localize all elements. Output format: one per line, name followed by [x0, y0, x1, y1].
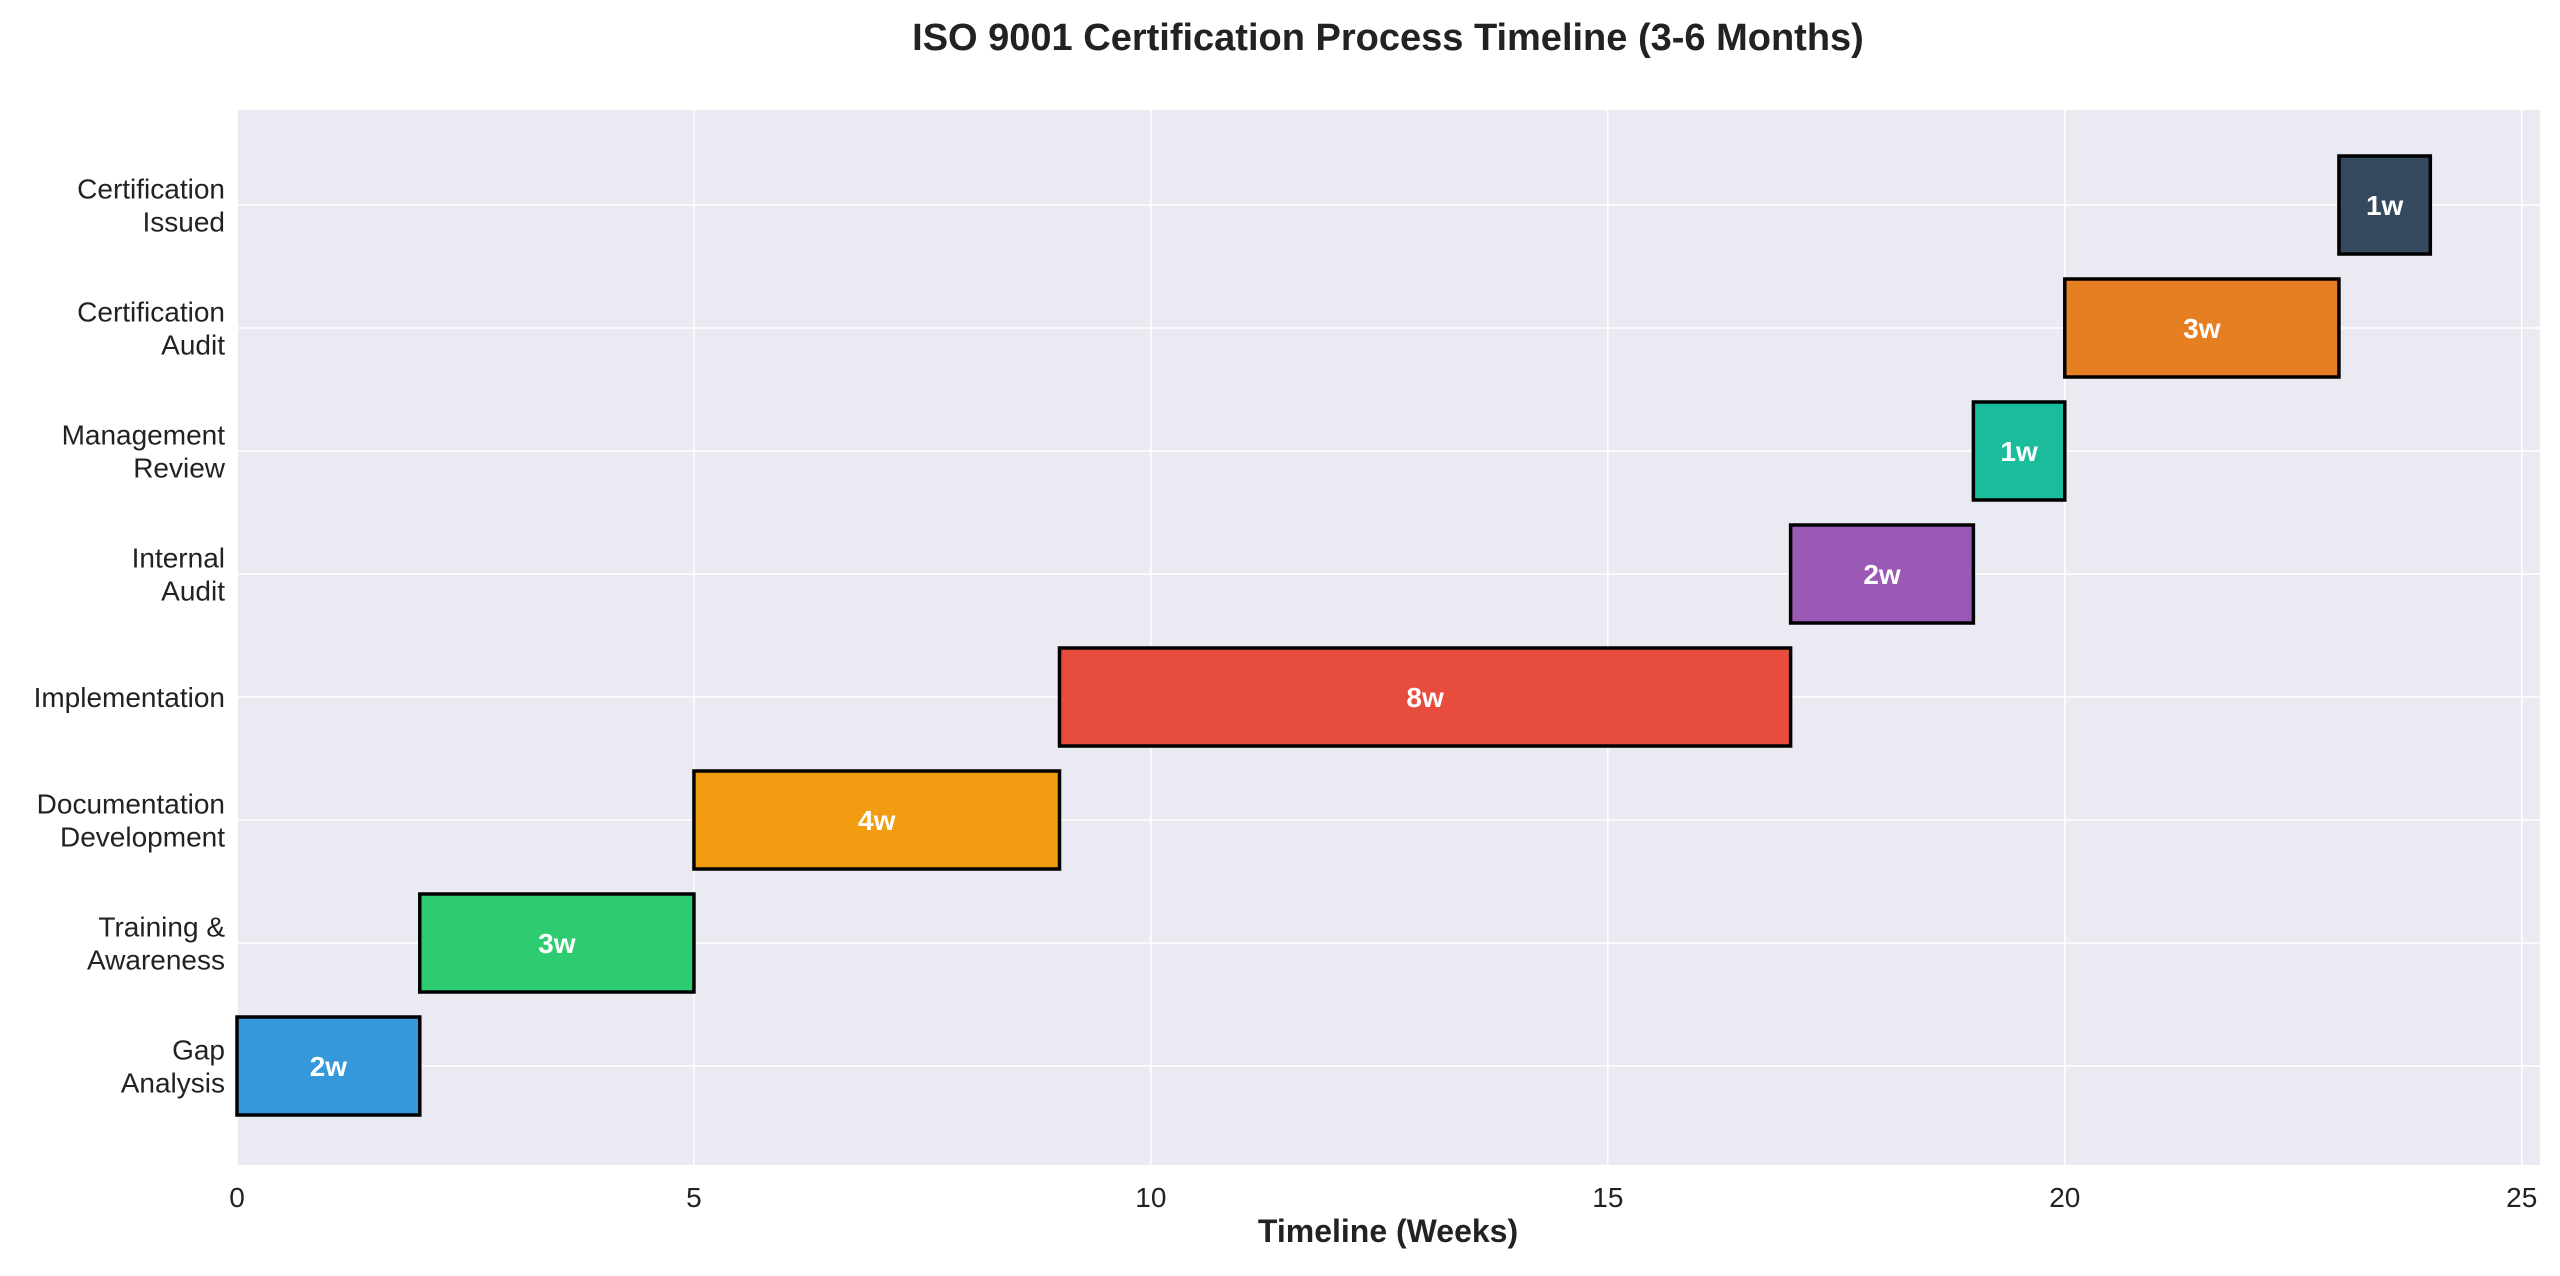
category-label: Audit — [161, 576, 225, 607]
x-axis-label: Timeline (Weeks) — [1258, 1213, 1518, 1249]
bar-duration-label: 4w — [858, 805, 896, 836]
category-label: Review — [133, 453, 226, 484]
category-label: Training & — [98, 912, 225, 943]
x-tick-label: 25 — [2506, 1182, 2537, 1213]
category-label: Issued — [143, 207, 226, 238]
bar-duration-label: 2w — [1863, 559, 1901, 590]
category-label: Development — [60, 822, 225, 853]
gantt-bar — [418, 892, 696, 994]
category-label: Management — [62, 420, 226, 451]
category-label: Awareness — [87, 945, 225, 976]
bar-duration-label: 1w — [2000, 436, 2038, 467]
gantt-bar — [1057, 646, 1793, 748]
category-label: Analysis — [121, 1068, 225, 1099]
category-label: Gap — [172, 1035, 225, 1066]
category-label: Certification — [77, 174, 225, 205]
x-tick-label: 20 — [2049, 1182, 2080, 1213]
bar-duration-label: 3w — [2183, 313, 2221, 344]
gantt-bar — [235, 1015, 422, 1117]
gantt-bar — [2063, 277, 2341, 379]
gantt-bar — [1971, 400, 2067, 502]
bar-layer: 2w 3w 4w 8w 2w 1w 3w 1w — [235, 154, 2433, 1117]
gantt-bar — [692, 769, 1062, 871]
gantt-bar — [2337, 154, 2433, 256]
x-tick-label: 0 — [229, 1182, 245, 1213]
bar-duration-label: 2w — [310, 1051, 348, 1082]
chart-title: ISO 9001 Certification Process Timeline … — [912, 17, 1864, 59]
bar-duration-label: 8w — [1406, 682, 1444, 713]
category-label: Documentation — [37, 789, 225, 820]
bar-duration-label: 1w — [2366, 190, 2404, 221]
category-label: Implementation — [34, 682, 225, 713]
bar-duration-label: 3w — [538, 928, 576, 959]
x-tick-label: 5 — [686, 1182, 702, 1213]
category-label: Certification — [77, 297, 225, 328]
x-tick-label: 10 — [1135, 1182, 1166, 1213]
x-tick-label: 15 — [1592, 1182, 1623, 1213]
plot-background — [237, 110, 2540, 1165]
category-label: Internal — [132, 543, 225, 574]
gantt-bar — [1788, 523, 1976, 625]
tick-layer: 0 5 10 15 20 25 — [229, 1182, 2537, 1213]
category-label: Audit — [161, 330, 225, 361]
